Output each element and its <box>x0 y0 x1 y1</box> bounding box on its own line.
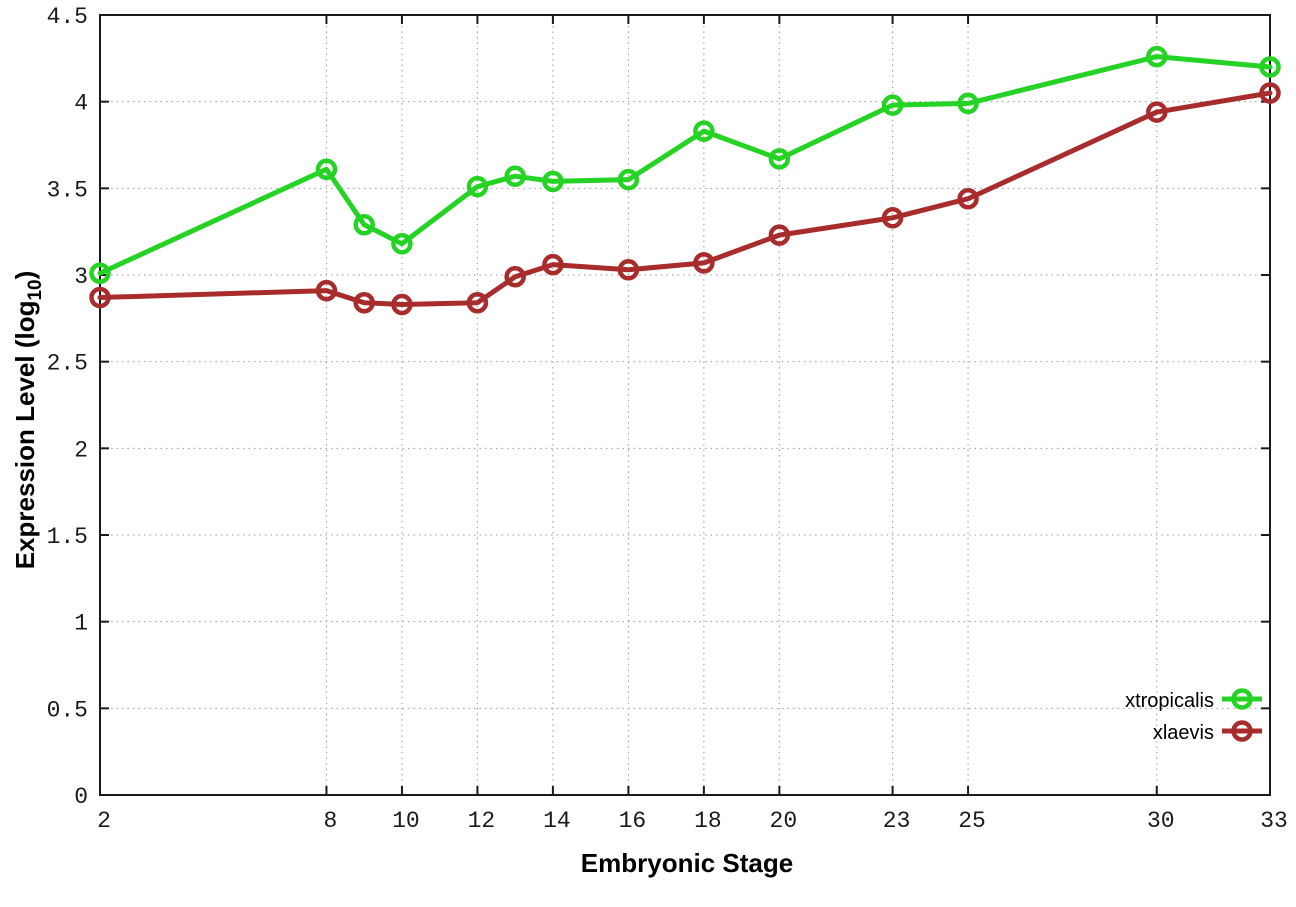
x-tick-label: 14 <box>543 808 571 834</box>
data-point-xtropicalis <box>693 120 715 142</box>
data-point-xlaevis <box>617 259 640 281</box>
data-point-xtropicalis <box>315 158 338 181</box>
x-tick-label: 20 <box>770 808 798 834</box>
x-tick-label: 10 <box>392 808 420 834</box>
legend-sample-marker <box>1231 688 1253 710</box>
data-point-xtropicalis <box>353 213 375 236</box>
y-axis-title-subscript: 10 <box>25 279 46 300</box>
x-tick-label: 18 <box>694 808 722 834</box>
data-point-xlaevis <box>768 224 791 246</box>
x-axis-title: Embryonic Stage <box>581 848 793 878</box>
x-tick-label: 2 <box>97 808 111 834</box>
data-point-xlaevis <box>315 279 338 302</box>
axis-ticks <box>99 14 1271 796</box>
data-point-xtropicalis <box>542 170 564 193</box>
data-point-xtropicalis <box>617 168 640 191</box>
legend-label-xlaevis: xlaevis <box>1153 722 1214 744</box>
y-tick-label: 4 <box>74 91 88 117</box>
data-point-xtropicalis <box>391 233 413 255</box>
data-point-xlaevis <box>957 187 979 210</box>
y-tick-label: 4.5 <box>47 4 88 30</box>
data-point-xlaevis <box>1146 101 1168 123</box>
data-point-xtropicalis <box>1146 45 1168 68</box>
x-tick-label: 23 <box>883 808 911 834</box>
data-point-xlaevis <box>391 293 413 316</box>
data-point-xtropicalis <box>881 94 904 116</box>
y-tick-label: 1.5 <box>47 524 88 550</box>
data-point-xtropicalis <box>768 148 791 170</box>
y-tick-label: 0.5 <box>47 697 88 723</box>
y-tick-label: 2.5 <box>47 351 88 377</box>
series-line-xlaevis <box>97 90 1273 307</box>
data-series <box>89 45 1281 316</box>
legend-label-xtropicalis: xtropicalis <box>1125 690 1214 712</box>
data-point-xlaevis <box>89 286 111 309</box>
x-tick-label: 33 <box>1260 808 1288 834</box>
x-tick-label: 12 <box>468 808 496 834</box>
y-tick-label: 3 <box>74 264 88 290</box>
y-tick-label: 3.5 <box>47 177 88 203</box>
tick-labels: 2 8 10 12 14 16 18 20 23 25 30 33 0 0.5 1 1.5 2 2.5 3 3.5 4 4… <box>47 4 1288 834</box>
data-point-xlaevis <box>504 265 526 288</box>
legend-sample-marker <box>1231 720 1253 742</box>
y-tick-label: 2 <box>74 437 88 463</box>
x-tick-label: 30 <box>1147 808 1175 834</box>
data-point-xtropicalis <box>1259 56 1281 78</box>
data-point-xlaevis <box>353 291 375 314</box>
series-line-xtropicalis <box>97 54 1273 276</box>
data-point-xlaevis <box>542 253 564 276</box>
y-tick-label: 1 <box>74 611 88 637</box>
data-point-xlaevis <box>466 291 489 314</box>
data-point-xtropicalis <box>504 165 526 187</box>
y-axis-title-close: ) <box>10 271 40 280</box>
x-tick-label: 25 <box>958 808 986 834</box>
plot-border <box>99 14 1271 796</box>
legend: xtropicalis xlaevis <box>1125 688 1262 744</box>
data-point-xlaevis <box>881 207 904 229</box>
y-tick-label: 0 <box>74 784 88 810</box>
data-point-xlaevis <box>693 252 715 274</box>
y-axis-title: Expression Level (log10) <box>10 271 46 570</box>
x-tick-label: 16 <box>619 808 647 834</box>
y-axis-title-main: Expression Level (log <box>10 301 40 570</box>
gridlines <box>100 15 1270 795</box>
x-tick-label: 8 <box>324 808 338 834</box>
data-point-xlaevis <box>1259 82 1281 104</box>
data-point-xtropicalis <box>89 262 111 285</box>
data-point-xtropicalis <box>466 175 489 198</box>
data-point-xtropicalis <box>957 92 979 115</box>
